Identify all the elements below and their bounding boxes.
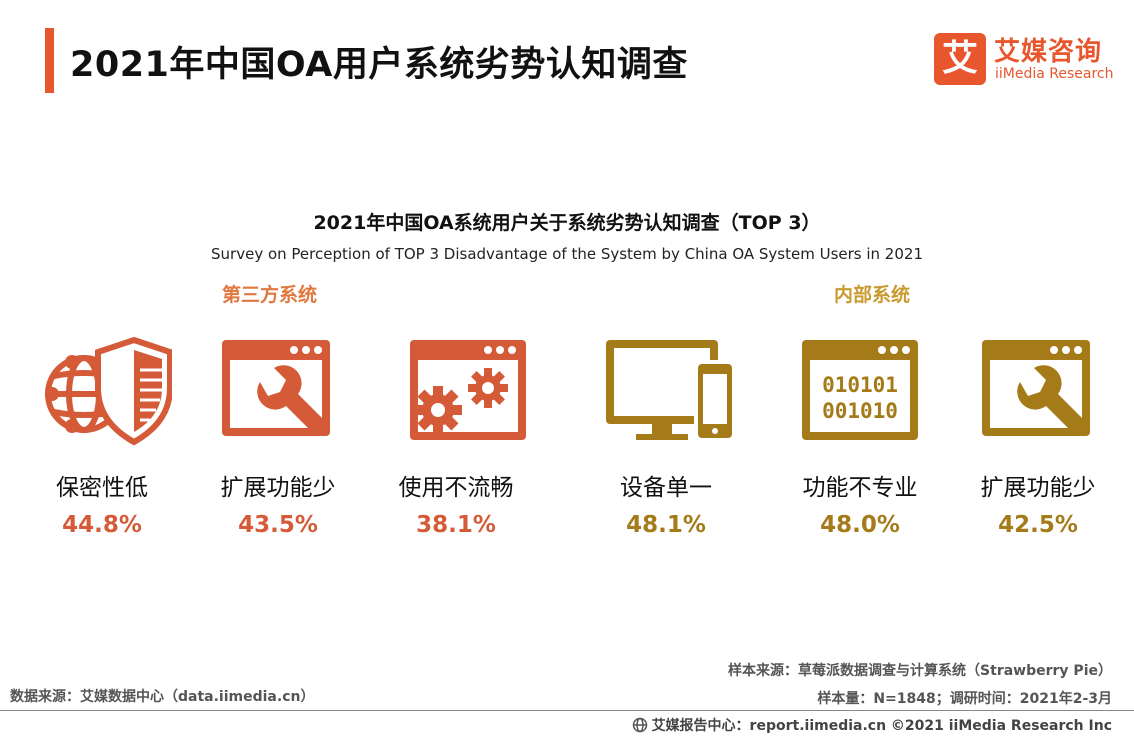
- item-label: 扩展功能少: [980, 475, 1096, 501]
- title-accent-bar: [45, 28, 54, 93]
- item-value: 42.5%: [998, 512, 1078, 538]
- data-source: 数据来源：艾媒数据中心（data.iimedia.cn）: [10, 689, 315, 705]
- window-wrench-icon: [968, 330, 1108, 450]
- page-title: 2021年中国OA用户系统劣势认知调查: [70, 45, 688, 85]
- item-value: 44.8%: [62, 512, 142, 538]
- iimedia-logo[interactable]: 艾 艾媒咨询 iiMedia Research: [934, 33, 1124, 85]
- logo-mark: 艾: [934, 33, 986, 85]
- report-center[interactable]: 艾媒报告中心：report.iimedia.cn ©2021 iiMedia R…: [632, 715, 1112, 737]
- sample-source: 样本来源：草莓派数据调查与计算系统（Strawberry Pie）: [728, 663, 1112, 679]
- sample-info: 样本量：N=1848；调研时间：2021年2-3月: [817, 691, 1112, 707]
- report-center-text: 艾媒报告中心：report.iimedia.cn ©2021 iiMedia R…: [651, 718, 1112, 734]
- binary-line-2: 001010: [822, 399, 898, 423]
- item-value: 38.1%: [416, 512, 496, 538]
- item-label: 使用不流畅: [398, 475, 514, 501]
- item-value: 48.1%: [626, 512, 706, 538]
- logo-name-cn: 艾媒咨询: [994, 37, 1103, 67]
- item-value: 43.5%: [238, 512, 318, 538]
- window-wrench-icon: [208, 330, 348, 450]
- monitor-phone-icon: [596, 330, 736, 450]
- window-gears-icon: [386, 330, 526, 450]
- footer-divider: [0, 710, 1134, 711]
- binary-line-1: 010101: [822, 373, 898, 397]
- globe-icon: [632, 717, 648, 737]
- chart-title: 2021年中国OA系统用户关于系统劣势认知调查（TOP 3）: [313, 212, 821, 234]
- item-label: 功能不专业: [802, 475, 918, 501]
- group-label-third-party: 第三方系统: [222, 284, 318, 306]
- item-label: 设备单一: [620, 475, 712, 501]
- shield-globe-icon: [32, 330, 172, 450]
- window-binary-icon: 010101 001010: [790, 330, 930, 450]
- chart-subtitle: Survey on Perception of TOP 3 Disadvanta…: [211, 245, 923, 263]
- item-value: 48.0%: [820, 512, 900, 538]
- logo-name-en: iiMedia Research: [995, 66, 1114, 82]
- item-label: 保密性低: [56, 475, 148, 501]
- item-label: 扩展功能少: [220, 475, 336, 501]
- group-label-internal: 内部系统: [834, 284, 911, 306]
